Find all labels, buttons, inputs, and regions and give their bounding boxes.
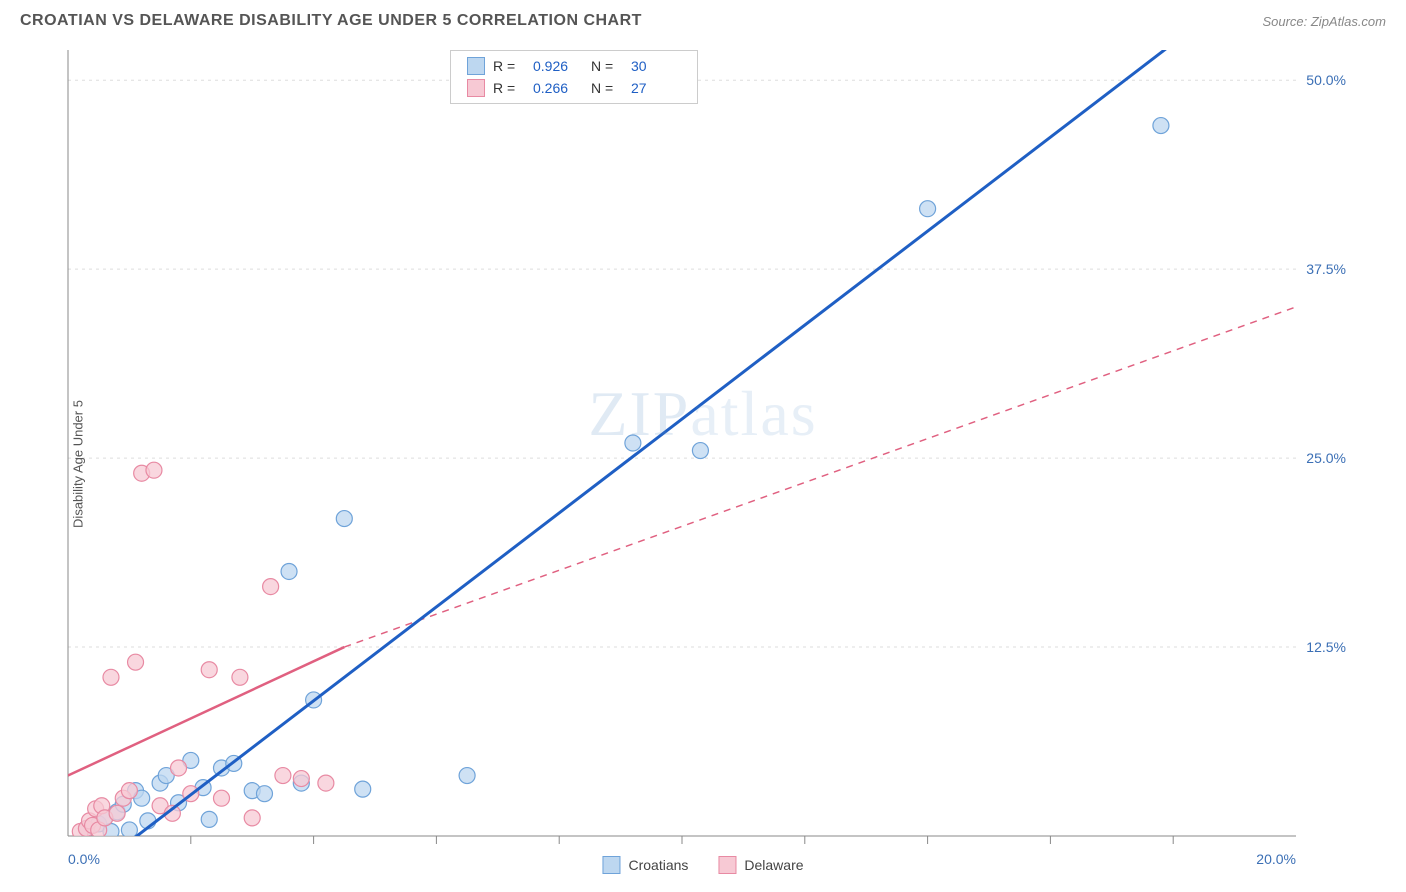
stats-legend-row: R = 0.926 N = 30 [451,55,697,77]
y-axis-label: Disability Age Under 5 [70,400,85,528]
series-legend-item: Delaware [718,856,803,874]
legend-swatch [718,856,736,874]
legend-swatch [467,79,485,97]
stats-legend-row: R = 0.266 N = 27 [451,77,697,99]
chart-area: Disability Age Under 5 0.0% 20.0% 12.5% 25.… [20,44,1386,884]
data-point [293,771,309,787]
data-point [146,462,162,478]
data-point [281,563,297,579]
data-point [128,654,144,670]
stats-legend: R = 0.926 N = 30 R = 0.266 N = 27 [450,50,698,104]
data-point [263,579,279,595]
n-value: 30 [631,58,681,74]
chart-title: CROATIAN VS DELAWARE DISABILITY AGE UNDE… [20,12,642,30]
data-point [232,669,248,685]
x-tick-label: 0.0% [68,851,100,867]
y-tick-label: 37.5% [1306,261,1346,277]
data-point [214,790,230,806]
series-legend-label: Delaware [744,857,803,873]
r-label: R = [493,80,521,96]
series-legend-item: Croatians [602,856,688,874]
trend-line [117,44,1204,851]
scatter-plot: 0.0% 20.0% 12.5% 25.0% 37.5% 50.0% [20,44,1386,882]
n-label: N = [591,80,619,96]
data-point [1153,118,1169,134]
data-point [355,781,371,797]
r-label: R = [493,58,521,74]
data-point [121,783,137,799]
r-value: 0.266 [533,80,583,96]
data-point [256,786,272,802]
data-point [201,811,217,827]
n-label: N = [591,58,619,74]
x-tick-label: 20.0% [1256,851,1296,867]
y-tick-label: 25.0% [1306,450,1346,466]
data-point [336,511,352,527]
data-point [171,760,187,776]
series-legend-label: Croatians [628,857,688,873]
series-legend: Croatians Delaware [602,856,803,874]
data-point [109,805,125,821]
data-point [459,768,475,784]
y-tick-label: 50.0% [1306,72,1346,88]
source-prefix: Source: [1262,14,1310,29]
source-credit: Source: ZipAtlas.com [1262,14,1386,29]
n-value: 27 [631,80,681,96]
legend-swatch [602,856,620,874]
data-point [103,669,119,685]
source-link[interactable]: ZipAtlas.com [1311,14,1386,29]
y-tick-label: 12.5% [1306,639,1346,655]
trend-line-ext [344,307,1296,647]
data-point [920,201,936,217]
data-point [625,435,641,451]
header: CROATIAN VS DELAWARE DISABILITY AGE UNDE… [0,0,1406,38]
legend-swatch [467,57,485,75]
data-point [201,662,217,678]
data-point [244,810,260,826]
data-point [692,443,708,459]
r-value: 0.926 [533,58,583,74]
data-point [318,775,334,791]
data-point [275,768,291,784]
